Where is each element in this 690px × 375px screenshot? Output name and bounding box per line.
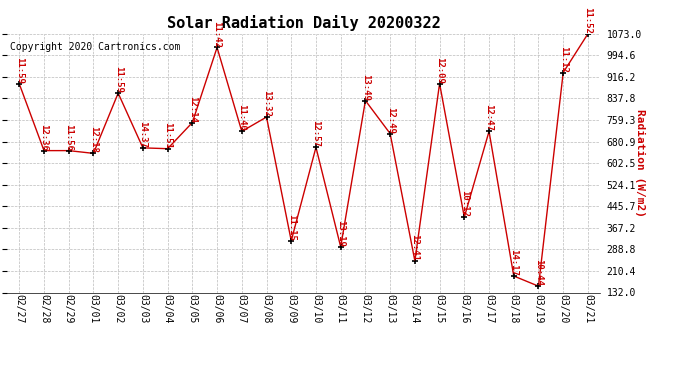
Text: 12:57: 12:57	[311, 120, 320, 147]
Text: 14:37: 14:37	[139, 121, 148, 148]
Text: 12:14: 12:14	[188, 96, 197, 123]
Text: 14:17: 14:17	[509, 249, 518, 276]
Text: Copyright 2020 Cartronics.com: Copyright 2020 Cartronics.com	[10, 42, 180, 51]
Text: 11:51: 11:51	[163, 122, 172, 149]
Text: 13:19: 13:19	[336, 220, 345, 247]
Title: Solar Radiation Daily 20200322: Solar Radiation Daily 20200322	[167, 15, 440, 31]
Text: 12:49: 12:49	[386, 107, 395, 134]
Text: 11:59: 11:59	[114, 66, 123, 93]
Text: 11:15: 11:15	[287, 214, 296, 241]
Text: 10:44: 10:44	[534, 259, 543, 286]
Text: 12:47: 12:47	[484, 105, 493, 131]
Text: 11:40: 11:40	[237, 105, 246, 131]
Text: 12:18: 12:18	[89, 126, 98, 153]
Text: 12:36: 12:36	[39, 124, 48, 151]
Text: 13:32: 13:32	[262, 90, 271, 117]
Text: 12:09: 12:09	[435, 57, 444, 84]
Text: 11:42: 11:42	[213, 21, 221, 48]
Text: 11:56: 11:56	[64, 124, 73, 151]
Text: 12:41: 12:41	[411, 234, 420, 261]
Text: 13:49: 13:49	[361, 74, 370, 100]
Text: 11:12: 11:12	[559, 46, 568, 72]
Y-axis label: Radiation (W/m2): Radiation (W/m2)	[635, 109, 644, 217]
Text: 11:52: 11:52	[584, 7, 593, 34]
Text: 10:12: 10:12	[460, 190, 469, 217]
Text: 11:59: 11:59	[14, 57, 23, 84]
